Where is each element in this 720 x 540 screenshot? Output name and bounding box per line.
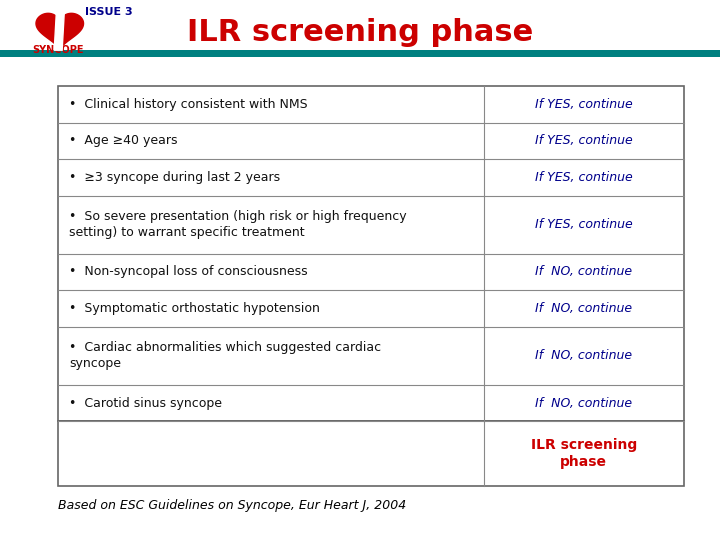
Bar bbox=[58, 86, 684, 421]
Bar bbox=[0, 50, 720, 57]
Text: ILR screening
phase: ILR screening phase bbox=[531, 438, 637, 469]
Text: If YES, continue: If YES, continue bbox=[535, 218, 633, 231]
Text: If YES, continue: If YES, continue bbox=[535, 171, 633, 184]
Text: •  ≥3 syncope during last 2 years: • ≥3 syncope during last 2 years bbox=[69, 171, 280, 184]
Text: If YES, continue: If YES, continue bbox=[535, 134, 633, 147]
Text: •  Clinical history consistent with NMS: • Clinical history consistent with NMS bbox=[69, 98, 307, 111]
Text: •  Cardiac abnormalities which suggested cardiac
syncope: • Cardiac abnormalities which suggested … bbox=[69, 341, 382, 370]
Text: Based on ESC Guidelines on Syncope, Eur Heart J, 2004: Based on ESC Guidelines on Syncope, Eur … bbox=[58, 500, 406, 512]
Polygon shape bbox=[54, 8, 65, 50]
Text: If YES, continue: If YES, continue bbox=[535, 98, 633, 111]
Polygon shape bbox=[36, 14, 84, 50]
Text: ISSUE 3: ISSUE 3 bbox=[85, 7, 132, 17]
Text: •  Non-syncopal loss of consciousness: • Non-syncopal loss of consciousness bbox=[69, 266, 307, 279]
Text: •  Age ≥40 years: • Age ≥40 years bbox=[69, 134, 178, 147]
Text: •  Carotid sinus syncope: • Carotid sinus syncope bbox=[69, 396, 222, 409]
Text: If  NO, continue: If NO, continue bbox=[535, 349, 632, 362]
Text: If  NO, continue: If NO, continue bbox=[535, 266, 632, 279]
Text: •  Symptomatic orthostatic hypotension: • Symptomatic orthostatic hypotension bbox=[69, 302, 320, 315]
Text: •  So severe presentation (high risk or high frequency
setting) to warrant speci: • So severe presentation (high risk or h… bbox=[69, 210, 407, 239]
Bar bbox=[58, 421, 684, 486]
Text: ILR screening phase: ILR screening phase bbox=[187, 18, 533, 47]
Text: If  NO, continue: If NO, continue bbox=[535, 396, 632, 409]
Text: If  NO, continue: If NO, continue bbox=[535, 302, 632, 315]
Text: SYNCOPE: SYNCOPE bbox=[32, 45, 84, 55]
